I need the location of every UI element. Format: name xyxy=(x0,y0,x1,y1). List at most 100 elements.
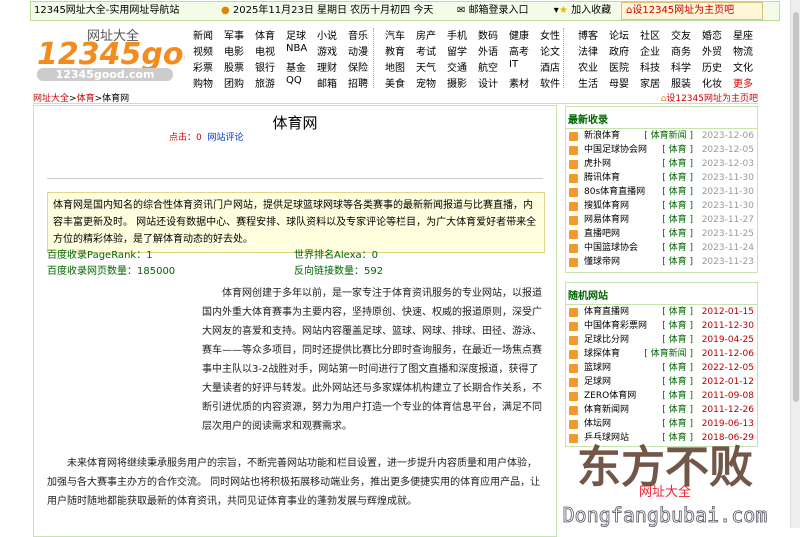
category-link[interactable]: 体育 xyxy=(668,391,687,401)
nav-link[interactable]: 银行 xyxy=(255,63,275,74)
scroll-thumb[interactable] xyxy=(793,12,799,402)
crumb-home[interactable]: 网址大全 xyxy=(33,94,70,104)
nav-link[interactable]: 电影 xyxy=(224,47,244,58)
item-name[interactable]: 中国篮球协会 xyxy=(584,243,639,253)
category-link[interactable]: 体育 xyxy=(668,307,687,317)
nav-link[interactable]: 摄影 xyxy=(447,79,467,90)
nav-link[interactable]: 素材 xyxy=(509,79,529,90)
nav-link[interactable]: 天气 xyxy=(416,63,436,74)
nav-link[interactable]: 房产 xyxy=(416,31,436,42)
nav-link[interactable]: 医院 xyxy=(609,63,629,74)
nav-link[interactable]: IT xyxy=(509,59,519,70)
nav-link[interactable]: 论文 xyxy=(540,47,560,58)
nav-link[interactable]: 新闻 xyxy=(193,31,213,42)
nav-link[interactable]: 商务 xyxy=(671,47,691,58)
category-link[interactable]: 体育 xyxy=(668,419,687,429)
nav-link[interactable]: 足球 xyxy=(286,31,306,42)
category-link[interactable]: 体育 xyxy=(668,173,687,183)
category-link[interactable]: 体育新闻 xyxy=(650,131,687,141)
nav-link[interactable]: 婚恋 xyxy=(702,31,722,42)
nav-link[interactable]: 博客 xyxy=(578,31,598,42)
nav-link[interactable]: 外语 xyxy=(478,47,498,58)
nav-link[interactable]: 数码 xyxy=(478,31,498,42)
nav-link[interactable]: 女性 xyxy=(540,31,560,42)
nav-link[interactable]: 社区 xyxy=(640,31,660,42)
nav-link[interactable]: 外贸 xyxy=(702,47,722,58)
category-link[interactable]: 体育 xyxy=(668,405,687,415)
nav-link[interactable]: 农业 xyxy=(578,63,598,74)
nav-link[interactable]: 生活 xyxy=(578,79,598,90)
comment-link[interactable]: 网站评论 xyxy=(207,133,244,143)
nav-link[interactable]: 健康 xyxy=(509,31,529,42)
item-name[interactable]: 中国体育彩票网 xyxy=(584,321,648,331)
item-name[interactable]: ZERO体育网 xyxy=(584,391,637,401)
scrollbar[interactable] xyxy=(790,0,800,528)
category-link[interactable]: 体育 xyxy=(668,363,687,373)
category-link[interactable]: 体育 xyxy=(668,145,687,155)
nav-link[interactable]: 文化 xyxy=(733,63,753,74)
category-link[interactable]: 体育 xyxy=(668,215,687,225)
nav-link[interactable]: 音乐 xyxy=(348,31,368,42)
category-link[interactable]: 体育 xyxy=(668,159,687,169)
nav-link[interactable]: 物流 xyxy=(733,47,753,58)
category-link[interactable]: 体育 xyxy=(668,257,687,267)
nav-link[interactable]: 军事 xyxy=(224,31,244,42)
nav-link[interactable]: 彩票 xyxy=(193,63,213,74)
nav-link[interactable]: 母婴 xyxy=(609,79,629,90)
category-link[interactable]: 体育新闻 xyxy=(650,349,687,359)
crumb-sethome[interactable]: ⌂设12345网址为主页吧 xyxy=(660,94,758,104)
item-name[interactable]: 球探体育 xyxy=(584,349,621,359)
nav-link[interactable]: 理财 xyxy=(317,63,337,74)
nav-link[interactable]: 政府 xyxy=(609,47,629,58)
nav-link[interactable]: 视频 xyxy=(193,47,213,58)
item-name[interactable]: 篮球网 xyxy=(584,363,612,373)
nav-link[interactable]: QQ xyxy=(286,75,302,86)
nav-link[interactable]: 保险 xyxy=(348,63,368,74)
category-link[interactable]: 体育 xyxy=(668,433,687,443)
nav-link[interactable]: 科技 xyxy=(640,63,660,74)
nav-link[interactable]: 手机 xyxy=(447,31,467,42)
nav-link[interactable]: 游戏 xyxy=(317,47,337,58)
item-name[interactable]: 80s体育直播网 xyxy=(584,187,646,197)
item-name[interactable]: 懂球帝网 xyxy=(584,257,621,267)
nav-link[interactable]: 购物 xyxy=(193,79,213,90)
nav-link[interactable]: 软件 xyxy=(540,79,560,90)
nav-link[interactable]: 旅游 xyxy=(255,79,275,90)
nav-link[interactable]: 星座 xyxy=(733,31,753,42)
category-link[interactable]: 体育 xyxy=(668,321,687,331)
nav-link[interactable]: 历史 xyxy=(702,63,722,74)
item-name[interactable]: 网易体育网 xyxy=(584,215,630,225)
nav-link[interactable]: 招聘 xyxy=(348,79,368,90)
item-name[interactable]: 搜狐体育网 xyxy=(584,201,630,211)
item-name[interactable]: 体育新闻网 xyxy=(584,405,630,415)
nav-link[interactable]: 考试 xyxy=(416,47,436,58)
nav-link[interactable]: 邮箱 xyxy=(317,79,337,90)
nav-link[interactable]: 留学 xyxy=(447,47,467,58)
nav-link[interactable]: 地图 xyxy=(385,63,405,74)
nav-link[interactable]: 基金 xyxy=(286,63,306,74)
favorite[interactable]: ★ 加入收藏 xyxy=(559,5,612,16)
category-link[interactable]: 体育 xyxy=(668,243,687,253)
item-name[interactable]: 虎扑网 xyxy=(584,159,612,169)
nav-link[interactable]: NBA xyxy=(286,43,308,54)
nav-link[interactable]: 企业 xyxy=(640,47,660,58)
nav-link[interactable]: 教育 xyxy=(385,47,405,58)
nav-link[interactable]: 服装 xyxy=(671,79,691,90)
nav-link[interactable]: 化妆 xyxy=(702,79,722,90)
nav-link[interactable]: 汽车 xyxy=(385,31,405,42)
item-name[interactable]: 新浪体育 xyxy=(584,131,621,141)
nav-link[interactable]: 家居 xyxy=(640,79,660,90)
nav-link[interactable]: 宠物 xyxy=(416,79,436,90)
nav-link[interactable]: 体育 xyxy=(255,31,275,42)
nav-link[interactable]: 酒店 xyxy=(540,63,560,74)
item-name[interactable]: 体育直播网 xyxy=(584,307,630,317)
nav-link[interactable]: 论坛 xyxy=(609,31,629,42)
nav-link[interactable]: 法律 xyxy=(578,47,598,58)
category-link[interactable]: 体育 xyxy=(668,229,687,239)
nav-link[interactable]: 航空 xyxy=(478,63,498,74)
item-name[interactable]: 乒乓球网站 xyxy=(584,433,630,443)
item-name[interactable]: 腾讯体育 xyxy=(584,173,621,183)
mail-login[interactable]: ✉ 邮箱登录入口 ▾ xyxy=(457,5,559,16)
category-link[interactable]: 体育 xyxy=(668,187,687,197)
nav-link[interactable]: 交通 xyxy=(447,63,467,74)
